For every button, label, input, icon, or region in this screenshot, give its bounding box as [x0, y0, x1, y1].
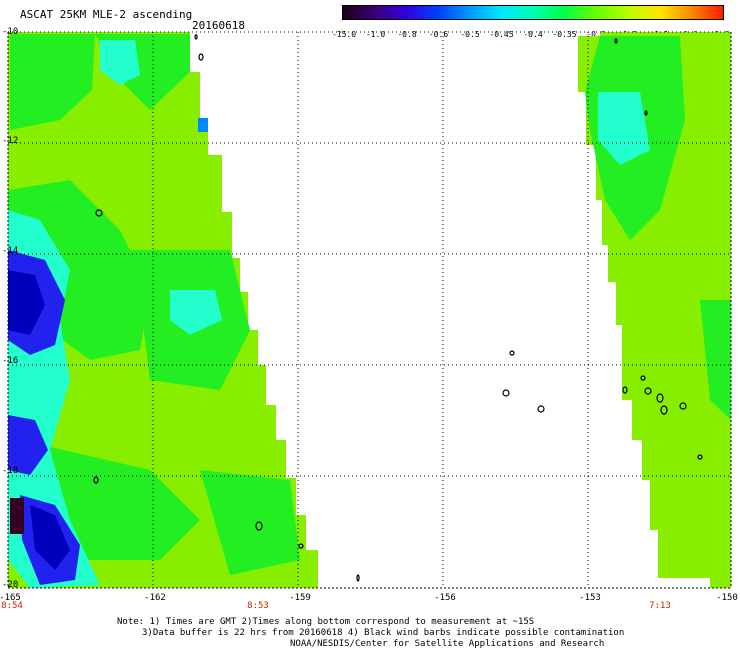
cyan-patch	[598, 92, 650, 165]
colorbar-tick-label: -0.3	[586, 30, 606, 39]
dark-red-region	[10, 498, 24, 534]
chart-title: ASCAT 25KM MLE-2 ascending	[20, 8, 193, 21]
colorbar-tick-label: -0.6	[428, 30, 449, 39]
lon-label: -165	[0, 593, 21, 603]
dark-blue-region	[30, 505, 70, 570]
note-line-1: Note: 1) Times are GMT 2)Times along bot…	[117, 617, 535, 627]
lon-label: -153	[579, 593, 601, 603]
lat-label: -16	[2, 356, 19, 366]
colorbar-tick-label: -0.8	[397, 30, 417, 39]
blue-region	[8, 415, 48, 475]
lon-label: -159	[289, 593, 311, 603]
lon-label: -162	[144, 593, 166, 603]
colorbar-tick-label: -15.0	[331, 30, 357, 39]
lon-label: -156	[434, 593, 456, 603]
time-label: 8:53	[247, 601, 269, 611]
wind-speed-patch	[200, 470, 300, 575]
lat-label: -18	[2, 466, 19, 476]
island-outline	[502, 389, 510, 397]
cyan-patch	[100, 40, 140, 85]
colorbar-tick-label: -0.5	[460, 30, 480, 39]
island-outline	[509, 350, 515, 356]
note-line-2: 3)Data buffer is 22 hrs from 20160618 4)…	[142, 628, 625, 638]
lat-label: -12	[2, 136, 19, 146]
dark-blue-region	[8, 270, 45, 335]
colorbar	[342, 5, 724, 20]
island-outline	[537, 405, 545, 413]
blue-pixel	[198, 118, 208, 132]
chart-date: 20160618	[192, 19, 245, 32]
colorbar-tick-label: -1.0	[365, 30, 386, 39]
island-outline	[679, 402, 687, 410]
island-outline	[614, 38, 618, 44]
island-outline	[622, 386, 628, 394]
colorbar-tick-label: -0.35	[552, 30, 577, 39]
lat-label: -20	[2, 580, 19, 590]
island-outline	[644, 387, 652, 395]
island-outline	[198, 53, 204, 61]
time-label: 7:13	[649, 601, 671, 611]
lat-label: -10	[2, 27, 19, 37]
colorbar-tick-label: -0.4	[523, 30, 543, 39]
island-outline	[697, 454, 703, 460]
cyan-patch	[170, 290, 222, 335]
island-outline	[255, 521, 263, 531]
wind-speed-patch	[700, 300, 731, 420]
island-outline	[656, 393, 664, 403]
island-outline	[95, 209, 103, 217]
island-outline	[660, 405, 668, 415]
wind-speed-patch	[10, 34, 95, 130]
island-outline	[93, 476, 99, 484]
credit-line: NOAA/NESDIS/Center for Satellite Applica…	[290, 639, 605, 649]
colorbar-tick-label: -0.45	[489, 30, 514, 39]
island-outline	[194, 34, 198, 40]
lon-label: -150	[716, 593, 738, 603]
map-frame	[7, 31, 732, 589]
island-outline	[644, 110, 648, 116]
island-outline	[356, 574, 360, 582]
island-outline	[640, 375, 646, 381]
time-label: 8:54	[1, 601, 23, 611]
island-outline	[298, 543, 304, 549]
lat-label: -14	[2, 246, 19, 256]
